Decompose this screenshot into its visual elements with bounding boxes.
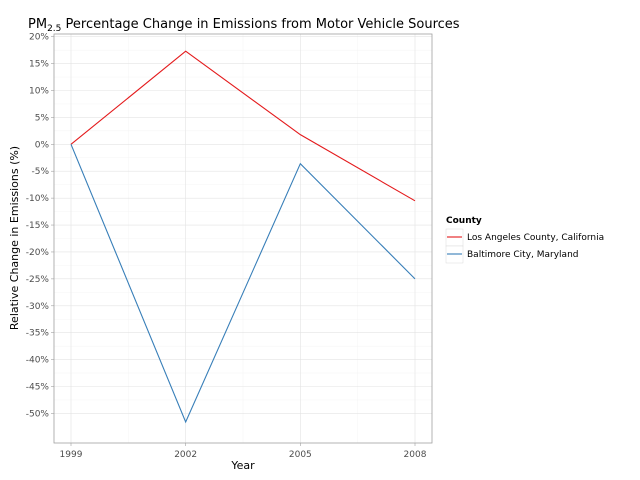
legend: County Los Angeles County, California Bal… — [445, 216, 604, 264]
chart-title: PM2.5 Percentage Change in Emissions fro… — [28, 17, 460, 34]
title-prefix: PM — [28, 17, 47, 32]
y-tick-label: -25% — [26, 275, 50, 285]
y-tick-label: -50% — [26, 409, 50, 419]
title-suffix: Percentage Change in Emissions from Moto… — [61, 17, 459, 32]
y-axis-title: Relative Change in Emissions (%) — [8, 146, 21, 330]
y-tick-label: -35% — [26, 329, 50, 339]
grid-major — [54, 34, 432, 443]
x-tick-label: 2008 — [404, 450, 427, 460]
x-tick-label: 1999 — [60, 450, 83, 460]
y-tick-label: 20% — [29, 33, 49, 43]
y-tick-label: 5% — [35, 113, 50, 123]
series-line — [70, 144, 416, 424]
series-lines — [70, 50, 416, 424]
plot-border — [53, 33, 433, 444]
series-line — [70, 50, 416, 202]
y-tick-label: -5% — [31, 167, 49, 177]
x-axis-title: Year — [230, 459, 255, 472]
x-tick-label: 2005 — [289, 450, 312, 460]
title-subscript: 2.5 — [47, 24, 61, 34]
legend-items: Los Angeles County, California Baltimore … — [445, 228, 604, 264]
y-tick-label: -40% — [26, 356, 50, 366]
y-tick-label: 0% — [35, 140, 50, 150]
y-tick-label: -10% — [26, 194, 50, 204]
y-tick-label: -45% — [26, 382, 50, 392]
x-tick-label: 2002 — [174, 450, 197, 460]
x-axis-ticks: 1999 2002 2005 2008 — [60, 443, 427, 460]
legend-label: Los Angeles County, California — [467, 233, 604, 243]
y-tick-label: 10% — [29, 87, 49, 97]
y-tick-label: -15% — [26, 221, 50, 231]
legend-label: Baltimore City, Maryland — [467, 250, 579, 260]
y-tick-label: -30% — [26, 302, 50, 312]
y-axis-ticks: 20% 15% 10% 5% 0% -5% -10% -15% -20% -25% -30% -35%… — [26, 33, 54, 419]
y-tick-label: -20% — [26, 248, 50, 258]
legend-title: County — [446, 216, 482, 226]
y-tick-label: 15% — [29, 60, 49, 70]
